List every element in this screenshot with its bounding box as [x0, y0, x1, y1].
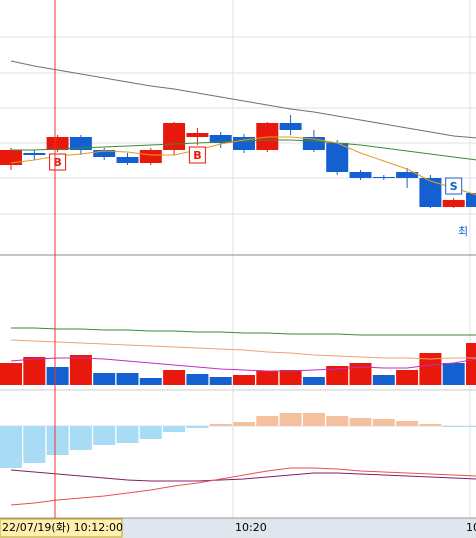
candle-body	[209, 135, 232, 143]
moving-average	[10, 136, 476, 196]
moving-average	[11, 139, 476, 161]
volume-bar	[466, 343, 476, 385]
candle-body	[46, 137, 69, 150]
oscillator-bar	[466, 426, 476, 427]
candle-body	[139, 150, 162, 163]
oscillator-bar	[46, 426, 69, 455]
signal-box	[445, 177, 463, 195]
candle-body	[279, 123, 302, 130]
oscillator-bar	[372, 419, 395, 426]
candle-body	[326, 143, 349, 172]
annotation: 최	[458, 225, 468, 238]
candle-body	[466, 193, 476, 207]
crosshair-label-box	[0, 518, 123, 538]
oscillator-bar	[0, 426, 22, 468]
crosshair-label: 22/07/19(화) 10:12:00	[2, 521, 123, 534]
volume-bar	[326, 366, 349, 385]
volume-bar	[419, 353, 442, 385]
volume-bar	[372, 375, 395, 385]
candle-body	[186, 133, 209, 137]
signal-label: B	[193, 149, 201, 162]
volume-bar	[442, 363, 465, 385]
oscillator-bar	[442, 426, 465, 427]
signal-label: S	[450, 180, 458, 193]
signal-box	[49, 153, 67, 171]
volume-bar	[69, 355, 92, 385]
x-tick-label: 10	[466, 521, 476, 534]
oscillator-bar	[256, 416, 279, 426]
candle-body	[396, 172, 419, 178]
volume-bar	[256, 371, 279, 385]
volume-bar	[139, 378, 162, 385]
oscillator-bar	[419, 424, 442, 426]
signal-box	[188, 146, 206, 164]
oscillator-bar	[116, 426, 139, 443]
oscillator-bar	[302, 413, 325, 426]
volume-bar	[209, 377, 232, 385]
marks: B B S	[0, 60, 476, 506]
volume-bar	[186, 374, 209, 385]
oscillator-line	[10, 469, 476, 482]
volume-bar	[163, 370, 186, 385]
oscillator-bar	[326, 416, 349, 426]
candle-body	[372, 177, 395, 178]
oscillator-bar	[186, 426, 209, 428]
candle-body	[163, 123, 186, 150]
volume-bar	[93, 373, 116, 385]
candle-body	[69, 137, 92, 150]
volume-bar	[302, 377, 325, 385]
oscillator-bar	[93, 426, 116, 445]
volume-bar	[23, 357, 46, 385]
volume-bar	[279, 370, 302, 385]
volume-bar	[0, 363, 22, 385]
candle-body	[116, 157, 139, 163]
volume-average	[11, 327, 476, 336]
signal-label: B	[53, 156, 61, 169]
oscillator-bar	[139, 426, 162, 439]
x-tick-label: 10:20	[235, 521, 267, 534]
volume-bar	[233, 375, 255, 385]
volume-bar	[46, 367, 69, 385]
candle-body	[93, 150, 116, 157]
candle-body	[442, 200, 465, 207]
volume-bar	[116, 373, 139, 385]
oscillator-bar	[163, 426, 186, 432]
oscillator-bar	[69, 426, 92, 450]
candle-body	[419, 178, 442, 207]
volume-bar	[349, 363, 372, 385]
oscillator-bar	[233, 422, 255, 426]
candle-body	[349, 172, 372, 178]
candle-body	[0, 150, 22, 165]
volume-average	[10, 357, 476, 372]
volume-average	[10, 339, 476, 360]
candle-body	[23, 153, 46, 155]
oscillator-line	[10, 467, 476, 506]
oscillator-bar	[396, 421, 419, 426]
oscillator-bar	[23, 426, 46, 463]
moving-average	[10, 60, 476, 139]
oscillator-bar	[209, 424, 232, 426]
volume-bar	[396, 370, 419, 385]
oscillator-bar	[349, 418, 372, 426]
oscillator-bar	[279, 413, 302, 426]
candle-body	[233, 137, 255, 150]
